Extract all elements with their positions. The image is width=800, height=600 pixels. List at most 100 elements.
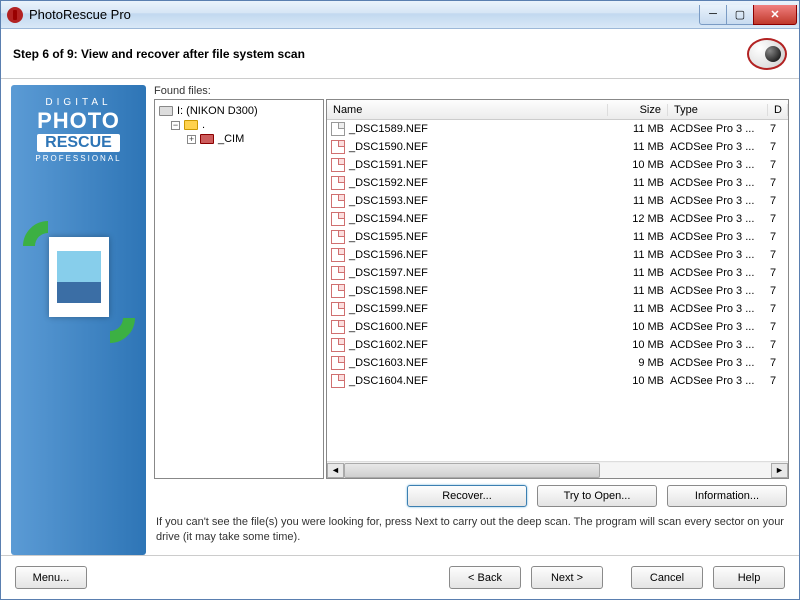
file-row[interactable]: _DSC1590.NEF11 MBACDSee Pro 3 ...7 [327,138,788,156]
file-size: 11 MB [610,285,670,297]
recover-button[interactable]: Recover... [407,485,527,507]
file-row[interactable]: _DSC1598.NEF11 MBACDSee Pro 3 ...7 [327,282,788,300]
file-name: _DSC1599.NEF [349,303,610,315]
file-row[interactable]: _DSC1595.NEF11 MBACDSee Pro 3 ...7 [327,228,788,246]
file-type: ACDSee Pro 3 ... [670,159,770,171]
menu-button[interactable]: Menu... [15,566,87,589]
file-icon [331,248,345,262]
list-body[interactable]: _DSC1589.NEF11 MBACDSee Pro 3 ...7_DSC15… [327,120,788,461]
step-title: Step 6 of 9: View and recover after file… [13,47,747,61]
action-buttons: Recover... Try to Open... Information... [154,479,789,511]
file-d: 7 [770,321,784,333]
file-row[interactable]: _DSC1597.NEF11 MBACDSee Pro 3 ...7 [327,264,788,282]
tree-node[interactable]: + _CIM [159,132,319,146]
file-d: 7 [770,195,784,207]
file-type: ACDSee Pro 3 ... [670,231,770,243]
information-button[interactable]: Information... [667,485,787,507]
hint-text: If you can't see the file(s) you were lo… [154,511,789,555]
file-icon [331,356,345,370]
file-d: 7 [770,267,784,279]
file-row[interactable]: _DSC1592.NEF11 MBACDSee Pro 3 ...7 [327,174,788,192]
sidebar-brand-panel: DIGITAL PHOTO RESCUE PROFESSIONAL [11,85,146,555]
app-icon [7,7,23,23]
file-type: ACDSee Pro 3 ... [670,249,770,261]
file-size: 10 MB [610,321,670,333]
file-d: 7 [770,375,784,387]
column-size[interactable]: Size [608,104,668,116]
titlebar: PhotoRescue Pro ─ ▢ ✕ [1,1,799,29]
tree-root[interactable]: I: (NIKON D300) [159,104,319,118]
brand-line-pro: PROFESSIONAL [35,154,121,163]
file-size: 11 MB [610,177,670,189]
horizontal-scrollbar[interactable]: ◄ ► [327,461,788,478]
file-list: Name Size Type D _DSC1589.NEF11 MBACDSee… [326,99,789,479]
file-icon [331,320,345,334]
folder-tree[interactable]: I: (NIKON D300) − . + _CIM [154,99,324,479]
file-icon [331,230,345,244]
column-type[interactable]: Type [668,104,768,116]
brand-line-photo: PHOTO [35,108,121,134]
file-row[interactable]: _DSC1589.NEF11 MBACDSee Pro 3 ...7 [327,120,788,138]
file-size: 11 MB [610,195,670,207]
file-row[interactable]: _DSC1594.NEF12 MBACDSee Pro 3 ...7 [327,210,788,228]
cancel-button[interactable]: Cancel [631,566,703,589]
help-button[interactable]: Help [713,566,785,589]
file-icon [331,212,345,226]
file-type: ACDSee Pro 3 ... [670,123,770,135]
expand-icon[interactable]: + [187,135,196,144]
collapse-icon[interactable]: − [171,121,180,130]
file-row[interactable]: _DSC1596.NEF11 MBACDSee Pro 3 ...7 [327,246,788,264]
file-name: _DSC1591.NEF [349,159,610,171]
tree-node[interactable]: − . [159,118,319,132]
file-row[interactable]: _DSC1593.NEF11 MBACDSee Pro 3 ...7 [327,192,788,210]
minimize-button[interactable]: ─ [699,5,727,25]
file-type: ACDSee Pro 3 ... [670,303,770,315]
file-name: _DSC1598.NEF [349,285,610,297]
file-type: ACDSee Pro 3 ... [670,321,770,333]
file-row[interactable]: _DSC1604.NEF10 MBACDSee Pro 3 ...7 [327,372,788,390]
scroll-thumb[interactable] [344,463,600,478]
try-open-button[interactable]: Try to Open... [537,485,657,507]
file-size: 10 MB [610,159,670,171]
back-button[interactable]: < Back [449,566,521,589]
next-button[interactable]: Next > [531,566,603,589]
file-name: _DSC1600.NEF [349,321,610,333]
file-d: 7 [770,213,784,225]
tree-root-label: I: (NIKON D300) [177,105,258,117]
column-name[interactable]: Name [327,104,608,116]
file-row[interactable]: _DSC1599.NEF11 MBACDSee Pro 3 ...7 [327,300,788,318]
file-icon [331,194,345,208]
scroll-right-icon[interactable]: ► [771,463,788,478]
file-type: ACDSee Pro 3 ... [670,339,770,351]
file-icon [331,302,345,316]
drive-icon [159,106,173,116]
file-row[interactable]: _DSC1600.NEF10 MBACDSee Pro 3 ...7 [327,318,788,336]
file-name: _DSC1594.NEF [349,213,610,225]
file-type: ACDSee Pro 3 ... [670,267,770,279]
file-type: ACDSee Pro 3 ... [670,177,770,189]
file-d: 7 [770,339,784,351]
main-panel: Found files: I: (NIKON D300) − . + [154,85,789,555]
file-type: ACDSee Pro 3 ... [670,375,770,387]
file-name: _DSC1592.NEF [349,177,610,189]
tree-node-label: . [202,119,205,131]
file-row[interactable]: _DSC1602.NEF10 MBACDSee Pro 3 ...7 [327,336,788,354]
close-button[interactable]: ✕ [753,5,797,25]
file-name: _DSC1590.NEF [349,141,610,153]
file-icon [331,176,345,190]
column-d[interactable]: D [768,104,788,116]
split-panes: I: (NIKON D300) − . + _CIM Na [154,99,789,479]
file-d: 7 [770,285,784,297]
maximize-button[interactable]: ▢ [726,5,754,25]
window-controls: ─ ▢ ✕ [700,5,797,25]
scroll-left-icon[interactable]: ◄ [327,463,344,478]
scroll-track[interactable] [344,463,771,478]
wizard-header: Step 6 of 9: View and recover after file… [1,29,799,79]
file-type: ACDSee Pro 3 ... [670,213,770,225]
file-row[interactable]: _DSC1591.NEF10 MBACDSee Pro 3 ...7 [327,156,788,174]
file-size: 9 MB [610,357,670,369]
file-row[interactable]: _DSC1603.NEF9 MBACDSee Pro 3 ...7 [327,354,788,372]
folder-icon [200,134,214,144]
file-icon [331,374,345,388]
body: DIGITAL PHOTO RESCUE PROFESSIONAL Found … [1,79,799,555]
